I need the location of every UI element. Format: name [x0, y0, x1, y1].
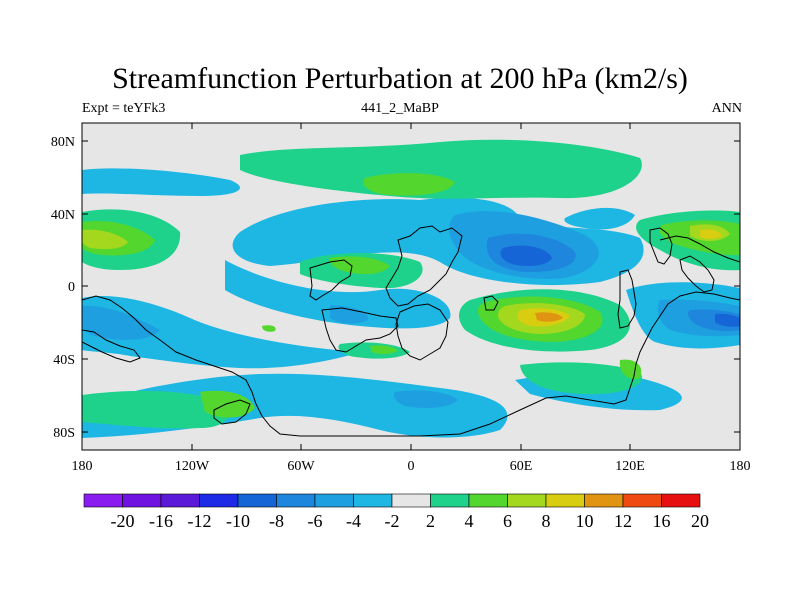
lon-label-180e: 180: [730, 459, 751, 474]
colorbar-label: 2: [426, 511, 435, 531]
colorbar-swatch: [507, 493, 547, 508]
colorbar-label: 12: [614, 511, 632, 531]
colorbar-swatch: [199, 493, 239, 508]
coastlines: [82, 225, 740, 437]
colorbar-swatch: [430, 493, 470, 508]
colorbar-label: -16: [149, 511, 173, 531]
colorbar-swatch: [353, 493, 393, 508]
lat-label-0: 0: [68, 280, 75, 295]
lat-label-80s: 80S: [53, 426, 75, 441]
colorbar-swatch: [122, 493, 162, 508]
lon-label-120w: 120W: [175, 459, 210, 474]
negative-contours: [82, 168, 740, 438]
lon-label-0: 0: [408, 459, 415, 474]
colorbar-label: 16: [653, 511, 671, 531]
colorbar-label: 20: [691, 511, 709, 531]
colorbar-swatch: [276, 493, 316, 508]
colorbar-swatch: [160, 493, 200, 508]
lon-label-120e: 120E: [615, 459, 645, 474]
lon-tick-marks: [81, 123, 741, 450]
lon-label-60e: 60E: [510, 459, 533, 474]
colorbar-swatch: [622, 493, 662, 508]
lon-label-180w: 180: [72, 459, 93, 474]
colorbar-swatch: [661, 493, 701, 508]
colorbar-label: -12: [188, 511, 212, 531]
experiment-label: Expt = teYFk3: [82, 101, 166, 116]
lon-label-60w: 60W: [287, 459, 315, 474]
colorbar-label: 4: [465, 511, 474, 531]
positive-contours: [82, 139, 740, 429]
colorbar-label: 10: [576, 511, 594, 531]
plot-title: Streamfunction Perturbation at 200 hPa (…: [112, 62, 688, 95]
colorbar-label: -20: [111, 511, 135, 531]
colorbar-label: -2: [385, 511, 400, 531]
colorbar-swatch: [83, 493, 123, 508]
colorbar-swatch: [584, 493, 624, 508]
lat-tick-marks: [82, 140, 740, 433]
lat-label-40s: 40S: [53, 353, 75, 368]
colorbar-swatch: [468, 493, 508, 508]
colorbar-label: 8: [542, 511, 551, 531]
colorbar-label: 6: [503, 511, 512, 531]
colorbar: [83, 493, 701, 508]
lat-label-40n: 40N: [51, 208, 75, 223]
streamfunction-field: [82, 123, 740, 450]
colorbar-label: -6: [308, 511, 323, 531]
run-label: 441_2_MaBP: [361, 101, 439, 116]
lat-label-80n: 80N: [51, 135, 75, 150]
colorbar-label: -8: [269, 511, 284, 531]
colorbar-swatch: [391, 493, 431, 508]
colorbar-label: -4: [346, 511, 361, 531]
colorbar-labels: -20 -16 -12 -10 -8 -6 -4 -2 2 4 6 8 10 12 16 20: [111, 511, 710, 531]
colorbar-label: -10: [226, 511, 250, 531]
colorbar-swatch: [237, 493, 277, 508]
colorbar-swatch: [314, 493, 354, 508]
season-label: ANN: [711, 101, 742, 116]
colorbar-swatch: [545, 493, 585, 508]
